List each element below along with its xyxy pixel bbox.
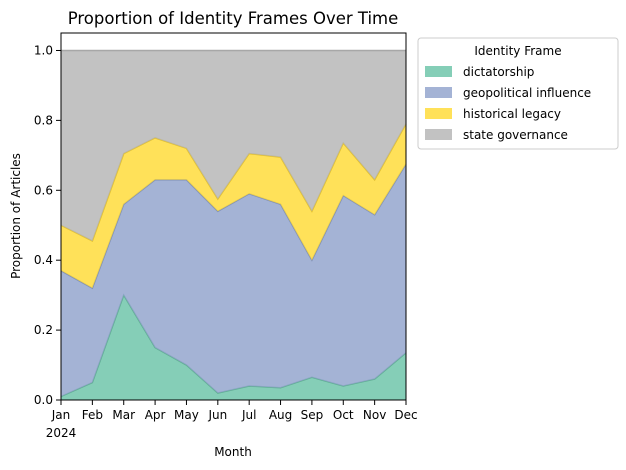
x-tick-label: Dec	[394, 408, 417, 422]
x-tick-label: Nov	[363, 408, 386, 422]
x-tick-label: Jan	[51, 408, 71, 422]
legend-swatch-historical-legacy	[425, 108, 452, 119]
y-tick-label: 0.4	[34, 253, 53, 267]
x-tick-label: Jun	[207, 408, 227, 422]
x-tick-label: May	[174, 408, 199, 422]
y-tick-label: 1.0	[34, 43, 53, 57]
x-tick-label: Aug	[269, 408, 292, 422]
y-tick-label: 0.2	[34, 323, 53, 337]
legend-label-state-governance: state governance	[463, 128, 568, 142]
x-tick-label: Oct	[333, 408, 354, 422]
area-layers	[60, 49, 407, 400]
legend-swatch-state-governance	[425, 129, 452, 140]
area-historical-legacy	[61, 123, 406, 289]
x-tick-label: Sep	[301, 408, 324, 422]
x-axis: Jan Feb Mar Apr May Jun Jul Aug Sep Oct Nov Dec	[51, 400, 418, 422]
x-tick-label: Mar	[112, 408, 135, 422]
legend-label-geopolitical-influence: geopolitical influence	[463, 86, 591, 100]
area-geopolitical-influence	[61, 164, 406, 397]
y-tick-label: 0.6	[34, 183, 53, 197]
x-tick-label: Apr	[145, 408, 166, 422]
plot-frame	[60, 32, 407, 401]
x-axis-label: Month	[214, 445, 252, 459]
legend-box	[417, 37, 619, 150]
legend: Identity Frame dictatorship geopolitical …	[417, 37, 619, 150]
legend-swatch-geopolitical-influence	[425, 87, 452, 98]
chart-title: Proportion of Identity Frames Over Time	[68, 9, 399, 28]
y-tick-label: 0.0	[34, 393, 53, 407]
legend-swatch-dictatorship	[425, 66, 452, 77]
x-tick-label: Jul	[241, 408, 256, 422]
legend-label-dictatorship: dictatorship	[463, 65, 534, 79]
legend-title: Identity Frame	[474, 44, 561, 58]
legend-label-historical-legacy: historical legacy	[463, 107, 561, 121]
y-axis: 0.0 0.2 0.4 0.6 0.8 1.0	[34, 43, 61, 407]
area-state-governance	[61, 50, 406, 241]
x-axis-year-label: 2024	[46, 426, 77, 440]
x-tick-label: Feb	[82, 408, 103, 422]
legend-items: dictatorship geopolitical influence histor…	[425, 65, 591, 142]
y-tick-label: 0.8	[34, 113, 53, 127]
y-axis-label: Proportion of Articles	[9, 153, 23, 279]
area-dictatorship	[61, 295, 406, 400]
